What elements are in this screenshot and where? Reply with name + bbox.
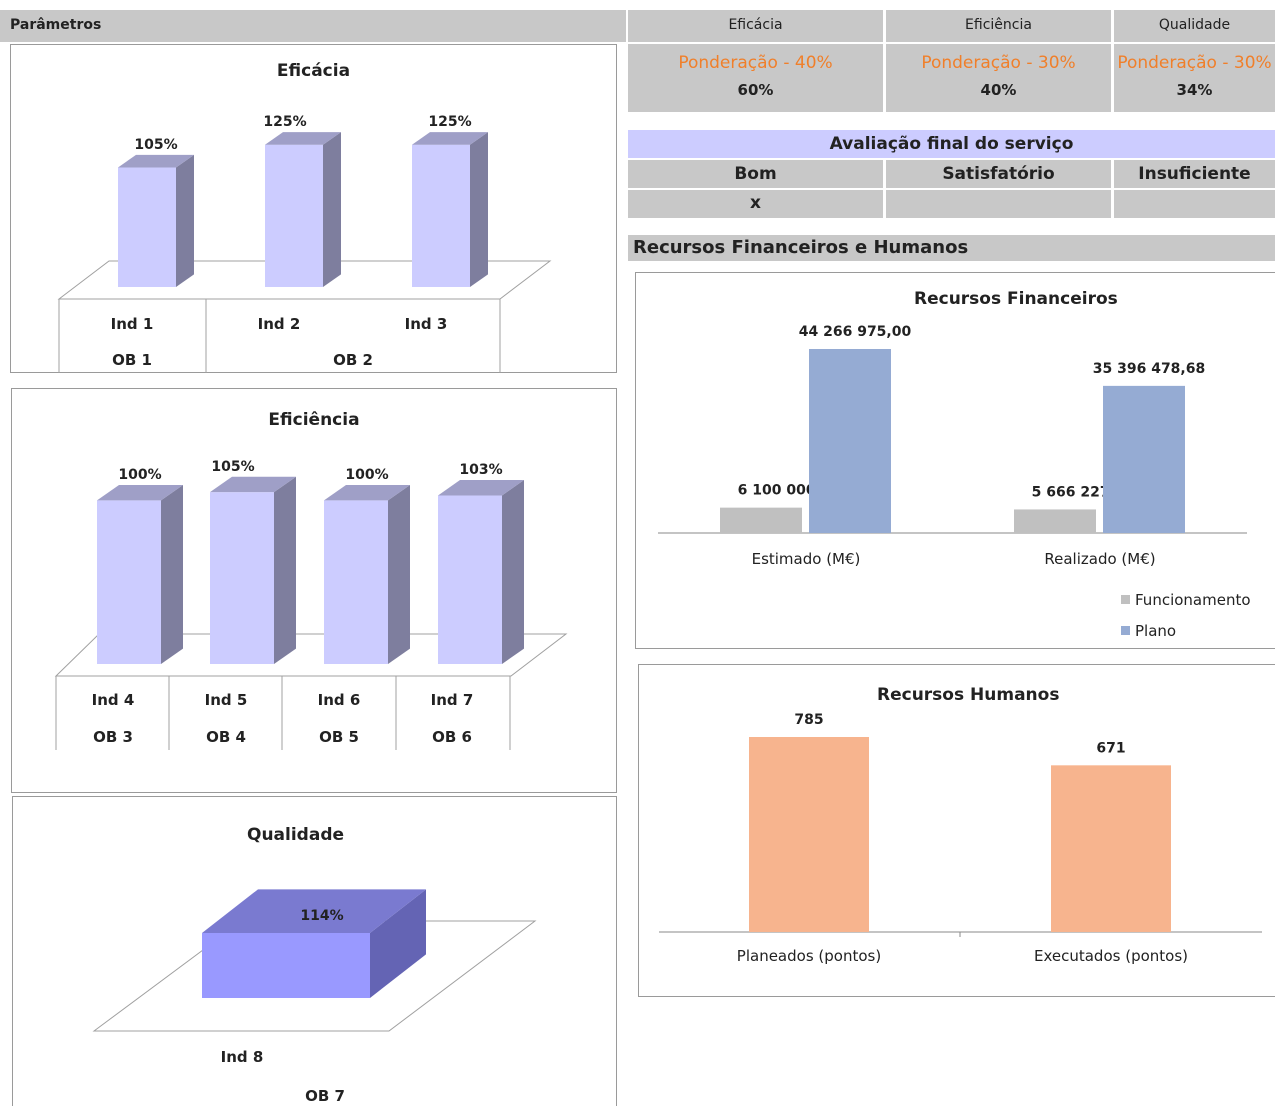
group-label: OB 7 — [305, 1087, 345, 1105]
recursos-section-header: Recursos Financeiros e Humanos — [628, 235, 1275, 261]
data-label: 44 266 975,00 — [799, 324, 912, 340]
chart-eficacia: 105% Ind 1 125% Ind 2 125% Ind 3 OB 1 OB 2 — [57, 114, 552, 373]
category-label: Ind 8 — [221, 1048, 264, 1066]
recursos-section-title: Recursos Financeiros e Humanos — [633, 237, 969, 258]
col-cell-qualidade: Ponderação - 30% 34% — [1114, 44, 1275, 112]
bar — [749, 737, 869, 932]
bar-funcionamento — [720, 507, 802, 533]
group-label: OB 6 — [432, 728, 472, 746]
bar-top — [210, 476, 296, 493]
category-label: Ind 3 — [405, 315, 448, 333]
option-bom: Bom — [628, 160, 883, 188]
bar-top — [324, 484, 410, 501]
mark-insuficiente — [1114, 190, 1275, 218]
data-label: 671 — [1096, 740, 1125, 756]
legend-swatch — [1121, 626, 1130, 635]
group-label: OB 1 — [112, 351, 152, 369]
parametros-header: Parâmetros — [0, 10, 626, 42]
bar-front — [438, 495, 502, 664]
chart-humanos-title: Recursos Humanos — [877, 685, 1060, 705]
bar-front — [412, 144, 470, 287]
bar-funcionamento — [1014, 509, 1096, 533]
bar-front — [202, 933, 370, 998]
bar-front — [118, 167, 176, 287]
chart-financeiros-title: Recursos Financeiros — [914, 289, 1118, 309]
category-label: Ind 7 — [431, 691, 474, 709]
avaliacao-title: Avaliação final do serviço — [628, 130, 1275, 158]
bar-front — [210, 492, 274, 664]
category-label: Executados (pontos) — [1034, 947, 1188, 965]
weight-qualidade: Ponderação - 30% — [1117, 53, 1272, 73]
value-eficiencia: 40% — [980, 81, 1017, 99]
weight-eficacia: Ponderação - 40% — [678, 53, 833, 73]
data-label: 103% — [459, 462, 502, 478]
data-label: 105% — [134, 137, 177, 153]
bar — [1051, 765, 1171, 932]
bar-side — [470, 132, 488, 287]
data-label: 785 — [794, 712, 823, 728]
bar-front — [265, 144, 323, 287]
legend-entry: Plano — [1135, 622, 1176, 640]
bar-top — [412, 132, 488, 145]
bar-side — [388, 484, 410, 664]
group-label: OB 5 — [319, 728, 359, 746]
data-label: 100% — [345, 467, 388, 483]
col-header-eficiencia: Eficiência — [886, 10, 1111, 42]
data-label: 125% — [263, 114, 306, 130]
col-header-eficacia: Eficácia — [628, 10, 883, 42]
value-eficacia: 60% — [737, 81, 774, 99]
option-insuficiente: Insuficiente — [1114, 160, 1275, 188]
bar-top — [202, 889, 426, 933]
option-satisfatorio: Satisfatório — [886, 160, 1111, 188]
bar-top — [118, 154, 194, 168]
bar-plano — [809, 349, 891, 533]
data-label: 114% — [300, 908, 343, 924]
category-label: Realizado (M€) — [1044, 550, 1155, 568]
bar-top — [438, 480, 524, 496]
legend-entry: Funcionamento — [1135, 591, 1251, 609]
bar-top — [97, 484, 183, 501]
bar-front — [324, 500, 388, 664]
group-label: OB 2 — [333, 351, 373, 369]
bar-top — [265, 132, 341, 145]
data-label: 100% — [118, 467, 161, 483]
category-label: Planeados (pontos) — [737, 947, 881, 965]
data-label: 105% — [211, 459, 254, 475]
mark-satisfatorio — [886, 190, 1111, 218]
category-label: Estimado (M€) — [752, 550, 861, 568]
bar-side — [502, 480, 524, 664]
bar-side — [161, 484, 183, 664]
value-qualidade: 34% — [1176, 81, 1213, 99]
parametros-title: Parâmetros — [10, 17, 102, 33]
group-label: OB 4 — [206, 728, 246, 746]
bar-side — [323, 132, 341, 287]
col-cell-eficacia: Ponderação - 40% 60% — [628, 44, 883, 112]
category-label: Ind 6 — [318, 691, 361, 709]
chart-eficacia-title: Eficácia — [276, 61, 351, 81]
chart-eficiencia-title: Eficiência — [268, 410, 360, 430]
bar-side — [274, 476, 296, 664]
category-label: Ind 5 — [205, 691, 248, 709]
col-cell-eficiencia: Ponderação - 30% 40% — [886, 44, 1111, 112]
data-label: 35 396 478,68 — [1093, 361, 1205, 377]
bar-side — [370, 889, 426, 998]
weight-eficiencia: Ponderação - 30% — [921, 53, 1076, 73]
legend-swatch — [1121, 595, 1130, 604]
category-label: Ind 4 — [92, 691, 135, 709]
group-label: OB 3 — [93, 728, 133, 746]
category-label: Ind 2 — [258, 315, 301, 333]
category-label: Ind 1 — [111, 315, 154, 333]
data-label: 125% — [428, 114, 471, 130]
mark-bom: x — [628, 190, 883, 218]
col-header-qualidade: Qualidade — [1114, 10, 1275, 42]
chart-eficiencia: 100% Ind 4 105% Ind 5 100% Ind 6 103% Ind 7 OB 3… — [54, 459, 568, 750]
chart-qualidade: 114% Ind 8 OB 7 — [92, 889, 537, 1105]
chart-qualidade-title: Qualidade — [247, 825, 345, 845]
chart-humanos: 785 Planeados (pontos) 671 Executados (pont… — [659, 712, 1262, 965]
bar-side — [176, 154, 194, 287]
bar-front — [97, 500, 161, 664]
bar-plano — [1103, 385, 1185, 533]
chart-floor — [92, 920, 537, 1032]
